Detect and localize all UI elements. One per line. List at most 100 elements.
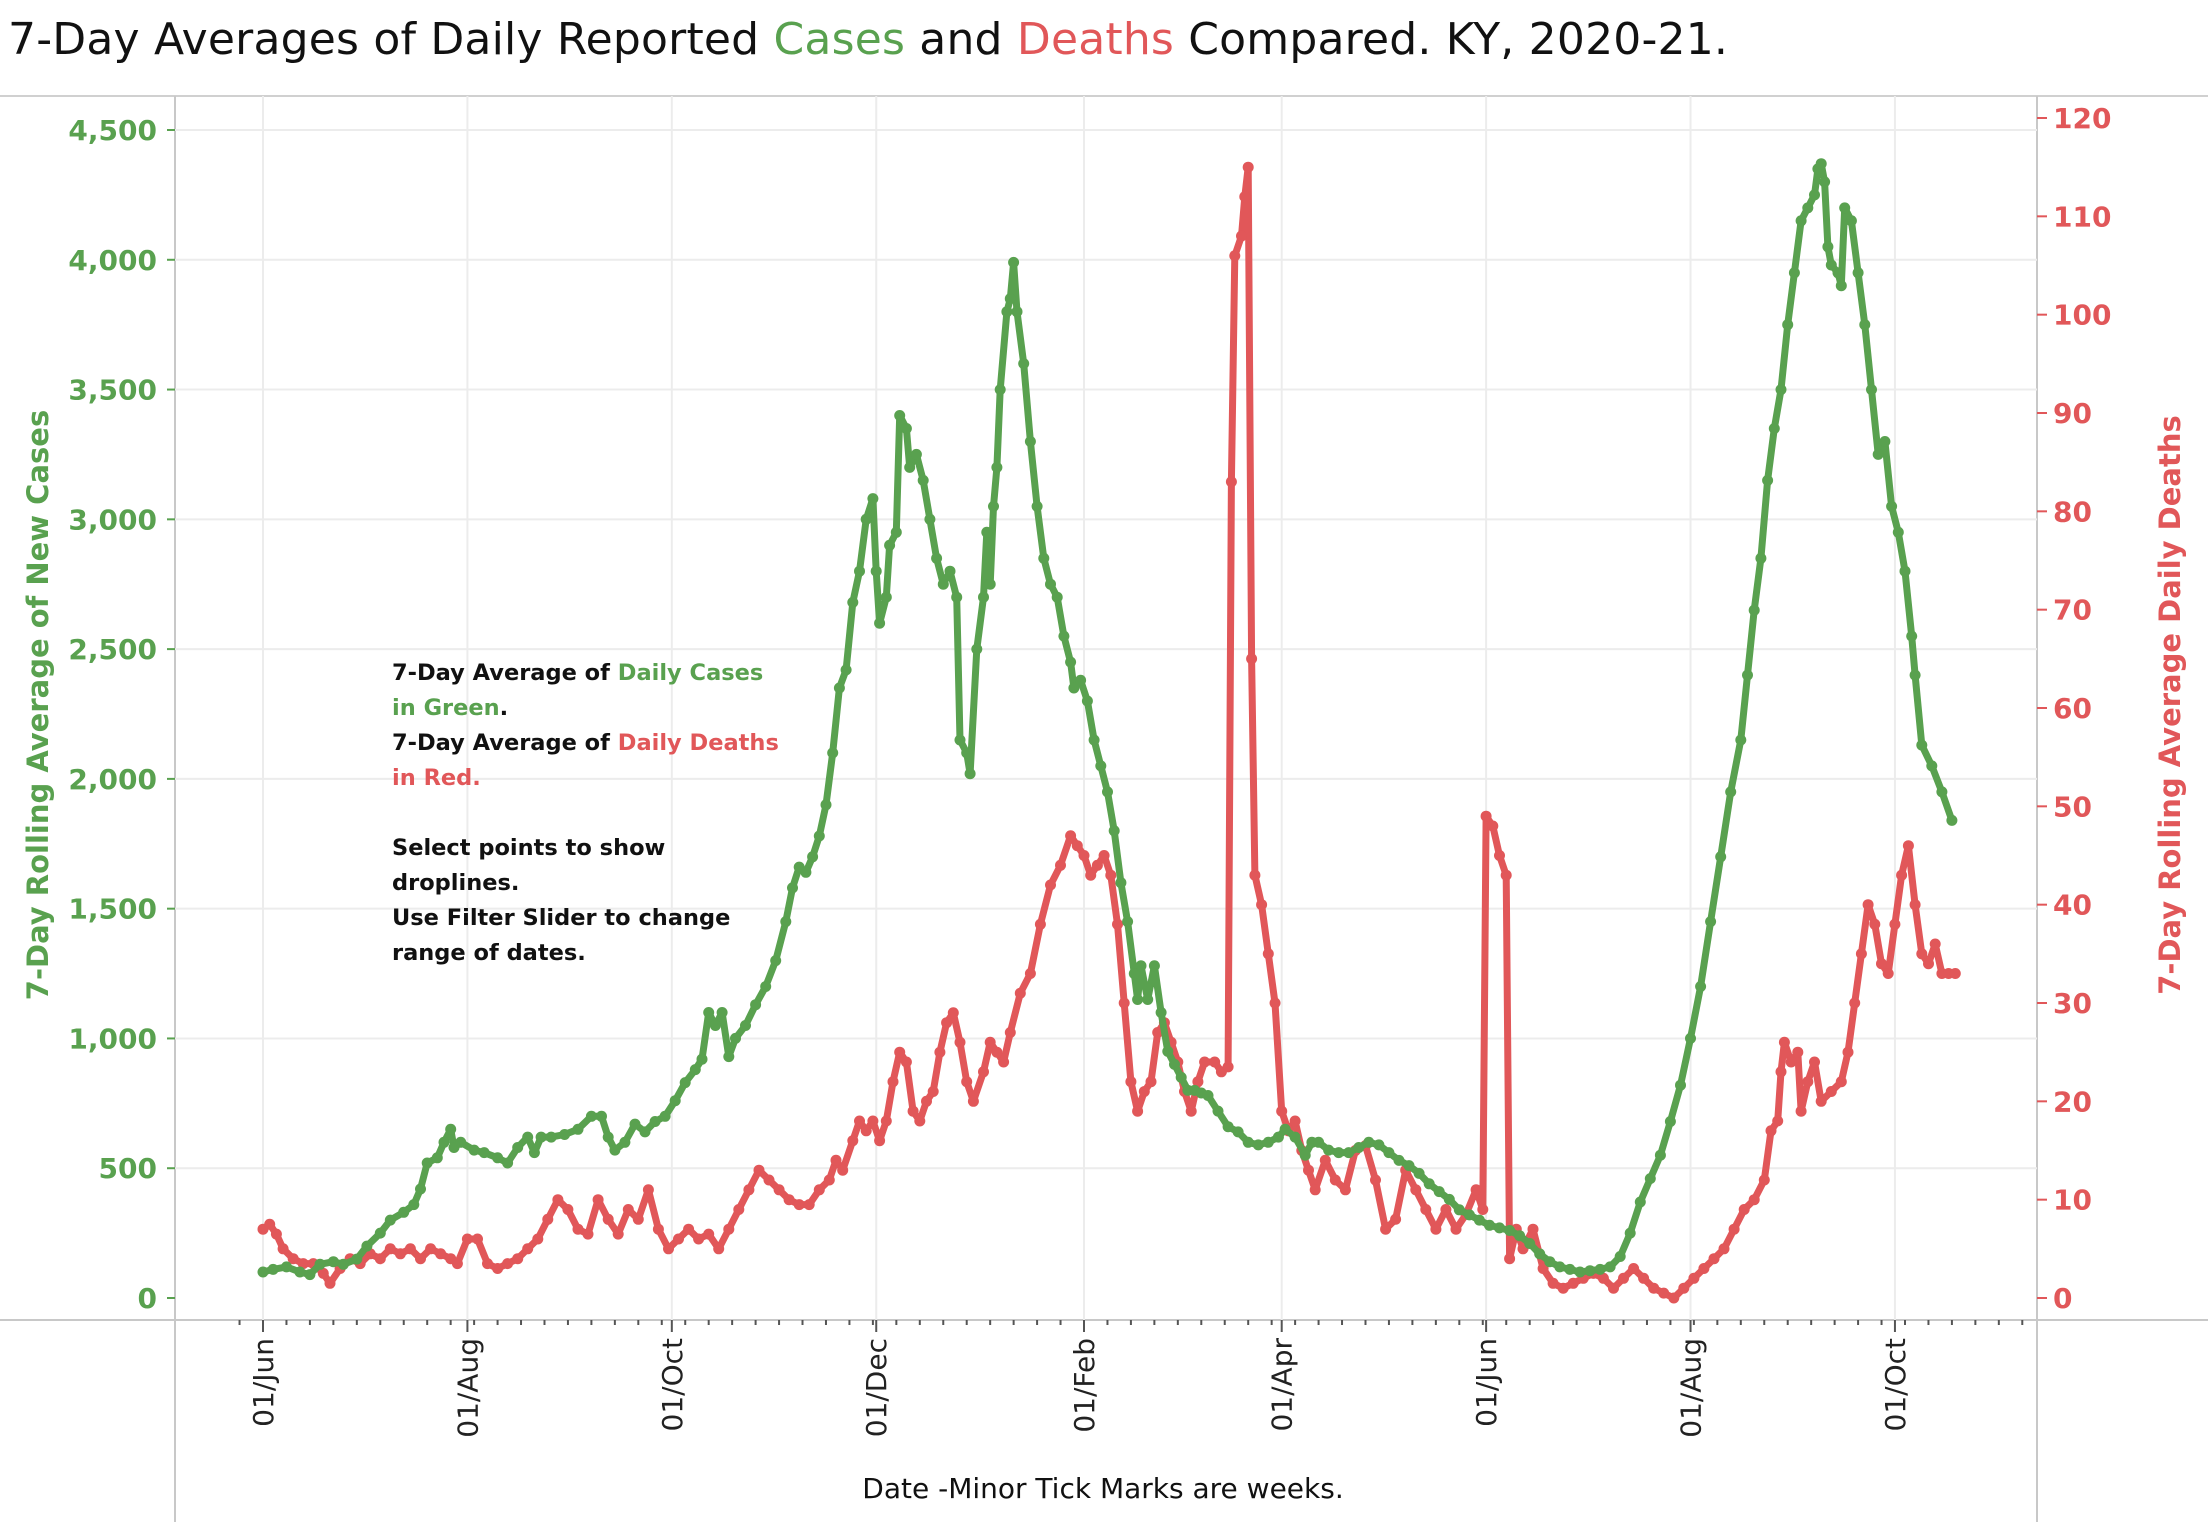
- data-point-cases[interactable]: [1725, 786, 1737, 798]
- data-point-deaths[interactable]: [287, 1253, 299, 1265]
- data-point-cases[interactable]: [559, 1129, 571, 1140]
- data-point-cases[interactable]: [609, 1144, 621, 1156]
- data-point-cases[interactable]: [1004, 293, 1016, 305]
- data-point-deaths[interactable]: [1477, 1204, 1489, 1215]
- data-point-cases[interactable]: [1782, 319, 1794, 331]
- data-point-cases[interactable]: [1162, 1045, 1174, 1057]
- data-point-cases[interactable]: [870, 565, 882, 577]
- data-point-cases[interactable]: [1909, 669, 1921, 681]
- data-point-deaths[interactable]: [1430, 1223, 1442, 1235]
- data-point-cases[interactable]: [445, 1123, 457, 1135]
- data-point-cases[interactable]: [827, 747, 839, 759]
- data-point-cases[interactable]: [1534, 1248, 1546, 1260]
- data-point-cases[interactable]: [1272, 1131, 1284, 1143]
- data-point-deaths[interactable]: [1269, 997, 1281, 1009]
- data-point-cases[interactable]: [1175, 1071, 1187, 1083]
- data-point-cases[interactable]: [954, 734, 966, 746]
- data-point-cases[interactable]: [596, 1110, 607, 1122]
- data-point-cases[interactable]: [679, 1077, 691, 1089]
- data-point-cases[interactable]: [890, 526, 902, 538]
- data-point-cases[interactable]: [1132, 994, 1144, 1005]
- data-point-deaths[interactable]: [693, 1233, 705, 1245]
- data-point-cases[interactable]: [820, 799, 832, 811]
- data-point-cases[interactable]: [978, 591, 989, 603]
- series-cases[interactable]: [257, 158, 1958, 1281]
- data-point-deaths[interactable]: [1256, 899, 1268, 911]
- data-point-cases[interactable]: [1393, 1154, 1405, 1166]
- data-point-cases[interactable]: [1859, 319, 1871, 331]
- data-point-deaths[interactable]: [954, 1036, 966, 1048]
- data-point-deaths[interactable]: [1242, 161, 1254, 173]
- data-point-deaths[interactable]: [270, 1228, 282, 1240]
- data-point-deaths[interactable]: [1209, 1056, 1221, 1068]
- data-point-cases[interactable]: [1675, 1079, 1686, 1091]
- data-point-deaths[interactable]: [451, 1258, 463, 1270]
- data-point-deaths[interactable]: [1882, 968, 1894, 979]
- data-point-deaths[interactable]: [837, 1164, 849, 1176]
- data-point-deaths[interactable]: [1249, 869, 1261, 881]
- data-point-deaths[interactable]: [1024, 968, 1036, 979]
- data-point-deaths[interactable]: [1547, 1277, 1559, 1289]
- data-point-cases[interactable]: [1081, 695, 1093, 707]
- data-point-cases[interactable]: [1584, 1265, 1596, 1277]
- data-point-cases[interactable]: [1058, 630, 1070, 642]
- data-point-deaths[interactable]: [1876, 958, 1887, 970]
- data-point-deaths[interactable]: [297, 1258, 309, 1270]
- data-point-cases[interactable]: [944, 565, 956, 577]
- data-point-deaths[interactable]: [1105, 869, 1117, 881]
- data-point-cases[interactable]: [1886, 500, 1898, 512]
- data-point-cases[interactable]: [807, 851, 819, 863]
- data-point-cases[interactable]: [1685, 1032, 1696, 1044]
- data-point-cases[interactable]: [951, 591, 963, 603]
- data-point-deaths[interactable]: [1236, 230, 1247, 242]
- data-point-cases[interactable]: [760, 981, 772, 992]
- data-point-cases[interactable]: [994, 384, 1006, 396]
- data-point-cases[interactable]: [1008, 256, 1020, 268]
- data-point-cases[interactable]: [1594, 1263, 1606, 1275]
- data-point-cases[interactable]: [971, 643, 983, 655]
- data-point-deaths[interactable]: [1688, 1272, 1700, 1284]
- data-point-cases[interactable]: [1832, 267, 1844, 279]
- data-point-deaths[interactable]: [967, 1095, 979, 1107]
- data-point-cases[interactable]: [512, 1142, 524, 1153]
- data-point-deaths[interactable]: [867, 1115, 879, 1127]
- data-point-cases[interactable]: [281, 1261, 292, 1273]
- data-point-cases[interactable]: [1075, 674, 1087, 686]
- data-point-deaths[interactable]: [1494, 850, 1505, 861]
- data-point-deaths[interactable]: [1504, 1253, 1516, 1265]
- data-point-deaths[interactable]: [991, 1046, 1003, 1058]
- data-point-cases[interactable]: [964, 768, 976, 780]
- data-point-cases[interactable]: [1065, 656, 1077, 668]
- data-point-deaths[interactable]: [1527, 1223, 1539, 1235]
- data-point-deaths[interactable]: [1923, 958, 1934, 970]
- data-point-cases[interactable]: [1413, 1167, 1425, 1179]
- data-point-cases[interactable]: [723, 1051, 735, 1063]
- data-point-deaths[interactable]: [1618, 1272, 1629, 1284]
- data-point-cases[interactable]: [1819, 176, 1831, 188]
- data-point-cases[interactable]: [1051, 591, 1063, 603]
- data-point-cases[interactable]: [314, 1258, 326, 1270]
- data-point-deaths[interactable]: [1303, 1164, 1314, 1176]
- data-point-cases[interactable]: [585, 1110, 597, 1122]
- data-point-deaths[interactable]: [703, 1228, 715, 1240]
- data-point-deaths[interactable]: [277, 1243, 289, 1255]
- data-point-cases[interactable]: [1845, 215, 1857, 227]
- data-point-cases[interactable]: [1155, 1007, 1167, 1018]
- data-point-cases[interactable]: [931, 552, 943, 564]
- data-point-deaths[interactable]: [927, 1086, 939, 1097]
- data-point-deaths[interactable]: [1842, 1046, 1854, 1058]
- data-point-deaths[interactable]: [1071, 840, 1083, 852]
- data-point-deaths[interactable]: [683, 1223, 695, 1235]
- data-point-deaths[interactable]: [1199, 1056, 1211, 1068]
- data-point-cases[interactable]: [455, 1136, 467, 1148]
- data-point-deaths[interactable]: [1276, 1105, 1288, 1117]
- data-point-deaths[interactable]: [1450, 1223, 1462, 1235]
- data-point-cases[interactable]: [1664, 1116, 1676, 1127]
- data-point-cases[interactable]: [1115, 877, 1127, 889]
- data-point-deaths[interactable]: [1708, 1253, 1720, 1265]
- data-point-cases[interactable]: [1654, 1149, 1666, 1161]
- data-point-deaths[interactable]: [1792, 1046, 1804, 1058]
- data-point-deaths[interactable]: [1668, 1292, 1680, 1304]
- data-point-cases[interactable]: [1574, 1266, 1586, 1278]
- data-point-deaths[interactable]: [773, 1184, 785, 1196]
